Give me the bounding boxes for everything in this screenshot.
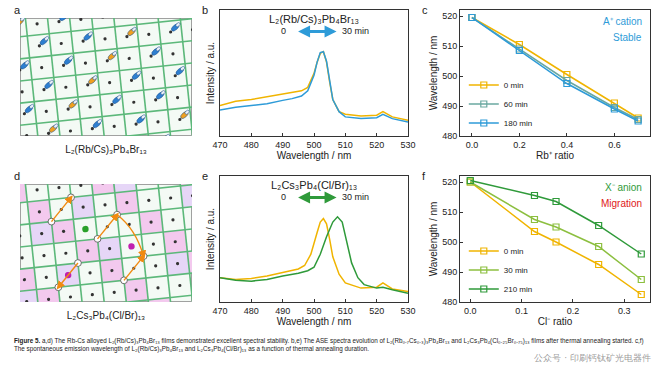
svg-text:0: 0: [281, 192, 286, 202]
html-text:b: b: [202, 4, 209, 16]
html-text:L₂(Rb/Cs)₃Pb₄Br₁₃: L₂(Rb/Cs)₃Pb₄Br₁₃: [65, 144, 147, 155]
svg-text:0.2: 0.2: [567, 306, 580, 316]
html-text:d: d: [14, 170, 21, 182]
svg-text:530: 530: [400, 306, 415, 316]
svg-text:500: 500: [442, 237, 457, 247]
svg-text:Cl⁻ ratio: Cl⁻ ratio: [538, 316, 573, 327]
svg-text:500: 500: [306, 140, 321, 150]
html-text:c: c: [422, 4, 428, 16]
svg-text:Rb⁺ ratio: Rb⁺ ratio: [536, 150, 574, 161]
svg-text:490: 490: [442, 101, 457, 111]
svg-text:30 min: 30 min: [342, 192, 369, 202]
svg-text:0.2: 0.2: [513, 140, 526, 150]
svg-text:A⁺ cation: A⁺ cation: [603, 16, 642, 27]
svg-text:520: 520: [369, 306, 384, 316]
html-text:e: e: [202, 170, 209, 182]
svg-text:0 min: 0 min: [504, 247, 524, 256]
svg-text:490: 490: [442, 267, 457, 277]
html-text:a: a: [14, 4, 21, 16]
svg-text:0: 0: [281, 26, 286, 36]
html-text:L₂Cs₃Pb₄(Cl/Br)₁₃: L₂Cs₃Pb₄(Cl/Br)₁₃: [66, 310, 146, 321]
html-text:公众号 · 印刷钙钛矿光电器件: 公众号 · 印刷钙钛矿光电器件: [534, 353, 651, 363]
svg-text:520: 520: [442, 177, 457, 187]
svg-text:180 min: 180 min: [504, 119, 532, 128]
svg-text:500: 500: [442, 71, 457, 81]
svg-text:0 min: 0 min: [504, 81, 524, 90]
svg-text:470: 470: [212, 140, 227, 150]
svg-text:Wavelength / nm: Wavelength / nm: [428, 202, 439, 277]
svg-text:510: 510: [442, 41, 457, 51]
svg-text:500: 500: [306, 306, 321, 316]
svg-text:0.0: 0.0: [466, 140, 479, 150]
svg-text:210 min: 210 min: [504, 285, 532, 294]
svg-text:0.4: 0.4: [561, 140, 574, 150]
svg-text:0.6: 0.6: [608, 140, 621, 150]
svg-text:530: 530: [400, 140, 415, 150]
svg-text:Migration: Migration: [601, 198, 642, 209]
html-text:f: f: [422, 170, 426, 182]
svg-text:510: 510: [338, 140, 353, 150]
svg-text:490: 490: [275, 306, 290, 316]
svg-text:0.0: 0.0: [464, 306, 477, 316]
svg-text:480: 480: [244, 306, 259, 316]
html-text:Figure 5. a,d) The Rb-Cs alloy: Figure 5. a,d) The Rb-Cs alloyed L₂(Rb/C…: [14, 337, 644, 352]
svg-text:Wavelength / nm: Wavelength / nm: [277, 150, 352, 161]
svg-text:480: 480: [442, 131, 457, 141]
svg-text:L₂(Rb/Cs)₃Pb₄Br₁₃: L₂(Rb/Cs)₃Pb₄Br₁₃: [269, 13, 359, 25]
svg-text:520: 520: [442, 11, 457, 21]
svg-text:Stable: Stable: [613, 32, 642, 43]
svg-text:Intensity / a.u.: Intensity / a.u.: [205, 208, 216, 270]
svg-text:480: 480: [442, 297, 457, 307]
svg-text:470: 470: [212, 306, 227, 316]
svg-text:510: 510: [338, 306, 353, 316]
svg-text:490: 490: [275, 140, 290, 150]
svg-text:30 min: 30 min: [504, 266, 528, 275]
svg-text:Wavelength / nm: Wavelength / nm: [277, 316, 352, 327]
svg-text:Intensity / a.u.: Intensity / a.u.: [205, 42, 216, 104]
svg-text:520: 520: [369, 140, 384, 150]
svg-text:0.1: 0.1: [515, 306, 528, 316]
svg-text:L₂Cs₃Pb₄(Cl/Br)₁₃: L₂Cs₃Pb₄(Cl/Br)₁₃: [271, 179, 357, 191]
svg-text:X⁻ anion: X⁻ anion: [605, 182, 642, 193]
svg-text:Wavelength / nm: Wavelength / nm: [428, 36, 439, 111]
svg-text:0.3: 0.3: [618, 306, 631, 316]
svg-text:480: 480: [244, 140, 259, 150]
svg-text:30 min: 30 min: [342, 26, 369, 36]
svg-text:60 min: 60 min: [504, 100, 528, 109]
svg-text:510: 510: [442, 207, 457, 217]
